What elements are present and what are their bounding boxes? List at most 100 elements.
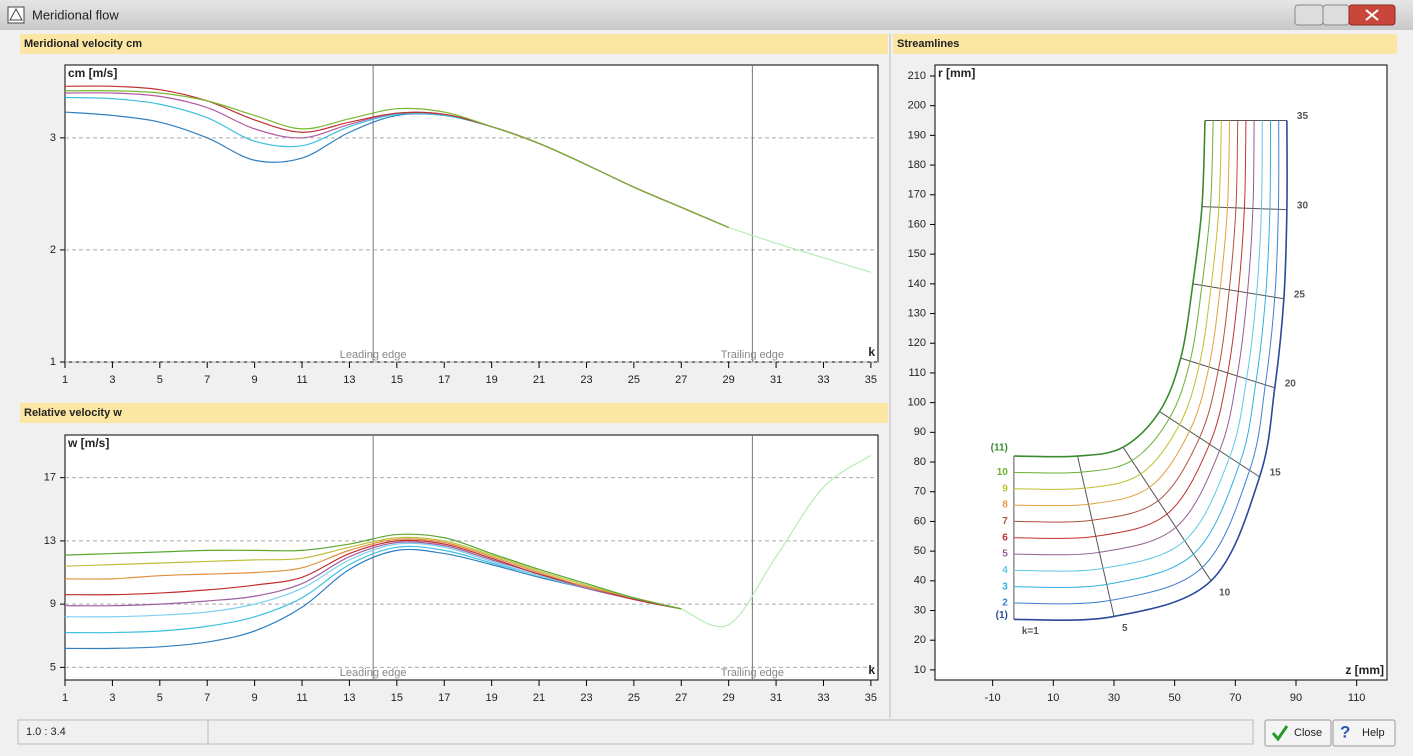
x-tick-label: 15	[391, 374, 403, 386]
x-tick-label: 33	[817, 692, 829, 704]
x-tick-label: 90	[1290, 692, 1302, 704]
x-tick-label: 35	[865, 692, 877, 704]
y-tick-label: 190	[908, 129, 926, 141]
close-button[interactable]	[1264, 719, 1332, 747]
x-tick-label: 1	[62, 692, 68, 704]
plot-area	[934, 64, 1388, 681]
y-tick-label: 13	[44, 535, 56, 547]
x-tick-label: 17	[438, 374, 450, 386]
streamline	[1013, 120, 1231, 507]
y-tick-label: 150	[908, 248, 926, 260]
panel-title: Streamlines	[897, 38, 959, 50]
x-tick-label: 5	[157, 692, 163, 704]
y-tick-label: 90	[914, 426, 926, 438]
minimize-button[interactable]	[1294, 4, 1324, 26]
station-label: 10	[1219, 587, 1231, 598]
series-line	[64, 538, 682, 610]
streamline-label: 6	[1002, 532, 1008, 543]
edge-label: Trailing edge	[721, 349, 784, 361]
y-tick-label: 10	[914, 664, 926, 676]
x-tick-label: 9	[252, 692, 258, 704]
x-tick-label: 19	[486, 692, 498, 704]
x-tick-label: 7	[204, 692, 210, 704]
y-tick-label: 170	[908, 189, 926, 201]
panel-header	[20, 403, 888, 423]
x-tick-label: 31	[770, 692, 782, 704]
x-tick-label: 21	[533, 374, 545, 386]
y-axis-label: w [m/s]	[67, 436, 109, 450]
x-tick-label: 19	[486, 374, 498, 386]
x-tick-label: 110	[1348, 692, 1366, 704]
streamline	[1013, 120, 1239, 523]
x-tick-label: 11	[296, 374, 307, 386]
streamline	[1013, 120, 1263, 572]
x-tick-label: 7	[204, 374, 210, 386]
y-tick-label: 80	[914, 456, 926, 468]
maximize-button[interactable]	[1322, 4, 1350, 26]
series-line	[681, 455, 872, 628]
series-line	[64, 90, 729, 229]
x-tick-label: 13	[343, 374, 355, 386]
y-tick-label: 160	[908, 218, 926, 230]
streamline	[1013, 120, 1222, 490]
x-tick-label: 15	[391, 692, 403, 704]
x-tick-label: 35	[865, 374, 877, 386]
x-tick-label: 29	[723, 692, 735, 704]
edge-label: Leading edge	[340, 349, 407, 361]
y-tick-label: 5	[50, 661, 56, 673]
y-tick-label: 30	[914, 604, 926, 616]
edge-label: Leading edge	[340, 667, 407, 679]
check-icon	[1271, 725, 1289, 742]
x-tick-label: 70	[1229, 692, 1241, 704]
x-tick-label: 25	[628, 692, 640, 704]
help-label: Help	[1362, 727, 1385, 739]
streamline-label: 7	[1002, 516, 1008, 527]
x-tick-label: 21	[533, 692, 545, 704]
x-tick-label: 23	[580, 692, 592, 704]
x-axis-label: k	[868, 663, 875, 677]
x-tick-label: 25	[628, 374, 640, 386]
streamline-label: 9	[1002, 483, 1008, 494]
y-tick-label: 210	[908, 70, 926, 82]
y-tick-label: 110	[908, 367, 926, 379]
station-label: 25	[1294, 289, 1306, 300]
x-axis-label: z [mm]	[1345, 663, 1384, 677]
streamline	[1013, 120, 1255, 556]
panel-header	[20, 34, 888, 54]
help-button[interactable]	[1332, 719, 1396, 747]
series-line	[64, 533, 682, 610]
y-tick-label: 50	[914, 545, 926, 557]
y-tick-label: 3	[50, 132, 56, 144]
x-tick-label: 31	[770, 374, 782, 386]
station-label: 5	[1122, 623, 1128, 634]
x-tick-label: 50	[1169, 692, 1181, 704]
panel-header	[893, 34, 1397, 54]
x-tick-label: 3	[109, 374, 115, 386]
y-tick-label: 2	[50, 244, 56, 256]
y-tick-label: 140	[908, 278, 926, 290]
x-tick-label: 11	[296, 692, 307, 704]
x-tick-label: -10	[985, 692, 1001, 704]
x-tick-label: 5	[157, 374, 163, 386]
streamline-label: 4	[1002, 565, 1008, 576]
x-tick-label: 9	[252, 374, 258, 386]
x-tick-label: 27	[675, 374, 687, 386]
streamline-label: (11)	[991, 443, 1008, 454]
x-tick-label: 3	[109, 692, 115, 704]
y-tick-label: 70	[914, 486, 926, 498]
y-tick-label: 200	[908, 100, 926, 112]
streamline	[1013, 120, 1280, 605]
y-tick-label: 180	[908, 159, 926, 171]
y-tick-label: 20	[914, 634, 926, 646]
close-label: Close	[1294, 727, 1322, 739]
x-tick-label: 1	[62, 374, 68, 386]
shroud-line	[1013, 120, 1206, 458]
close-x	[1365, 9, 1379, 21]
streamline	[1013, 120, 1272, 588]
streamline-label: 5	[1002, 549, 1008, 560]
y-tick-label: 60	[914, 515, 926, 527]
x-tick-label: 29	[723, 374, 735, 386]
station-label: 15	[1270, 468, 1282, 479]
streamline	[1013, 120, 1214, 474]
